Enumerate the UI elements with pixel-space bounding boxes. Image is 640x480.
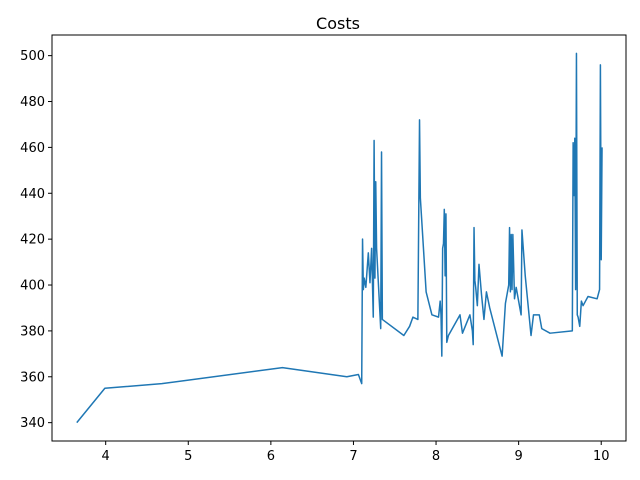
y-tick-label: 400 xyxy=(20,279,45,294)
y-tick-label: 420 xyxy=(20,233,45,248)
series-layer xyxy=(76,52,603,424)
y-tick-label: 360 xyxy=(20,370,45,385)
y-tick-label: 440 xyxy=(20,187,45,202)
y-axis: 340 360 380 400 420 440 460 480 500 xyxy=(20,49,52,431)
y-tick-label: 460 xyxy=(20,141,45,156)
x-tick-label: 10 xyxy=(593,449,610,464)
x-axis: 4 5 6 7 8 9 10 xyxy=(102,441,610,464)
series-line xyxy=(76,52,603,424)
x-tick-label: 4 xyxy=(102,449,110,464)
x-tick-label: 5 xyxy=(184,449,192,464)
x-tick-label: 7 xyxy=(349,449,357,464)
y-tick-label: 380 xyxy=(20,324,45,339)
x-tick-label: 8 xyxy=(432,449,440,464)
plot-frame xyxy=(51,34,627,442)
y-tick-label: 500 xyxy=(20,49,45,64)
y-tick-label: 340 xyxy=(20,416,45,431)
chart-title: Costs xyxy=(316,14,360,33)
y-tick-label: 480 xyxy=(20,95,45,110)
x-tick-label: 6 xyxy=(267,449,275,464)
x-tick-label: 9 xyxy=(514,449,522,464)
